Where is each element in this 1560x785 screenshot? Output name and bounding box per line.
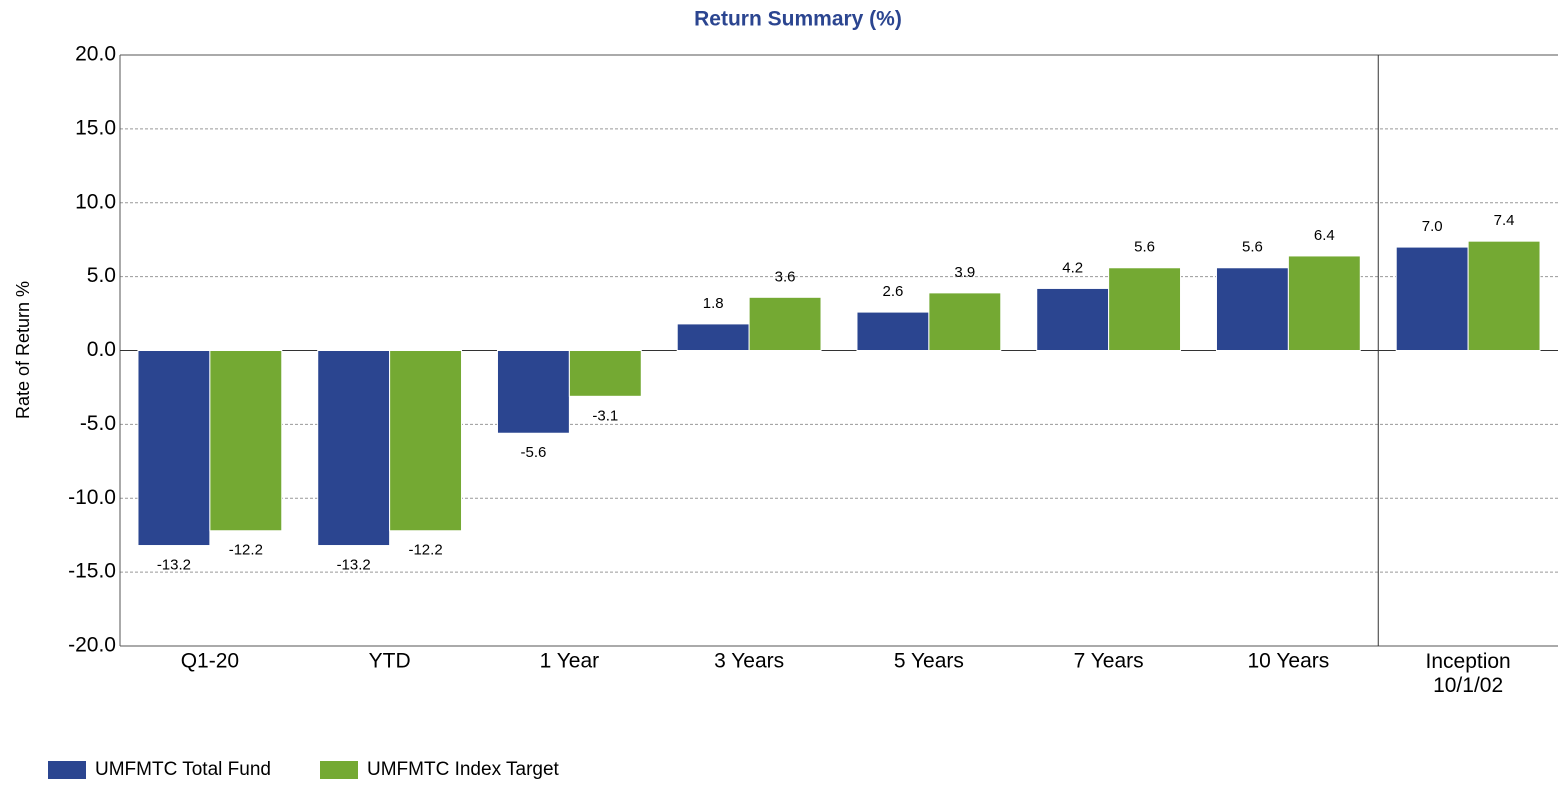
value-label: 1.8 — [703, 295, 724, 312]
value-label: 7.0 — [1422, 218, 1443, 235]
value-label: 5.6 — [1134, 239, 1155, 256]
bar — [496, 350, 570, 434]
chart-title: Return Summary (%) — [694, 8, 902, 31]
bar — [209, 350, 283, 532]
value-label: 7.4 — [1494, 212, 1515, 229]
x-tick-label: Inception 10/1/02 — [1426, 650, 1511, 697]
value-label: 4.2 — [1062, 259, 1083, 276]
x-tick-label: Q1-20 — [181, 650, 239, 673]
x-tick-label: 10 Years — [1248, 650, 1330, 673]
y-tick-label: 20.0 — [75, 43, 116, 66]
x-tick-label: 3 Years — [714, 650, 784, 673]
value-label: -12.2 — [229, 542, 263, 559]
legend-label: UMFMTC Total Fund — [95, 759, 271, 780]
y-tick-label: 0.0 — [87, 338, 116, 361]
y-tick-label: 15.0 — [75, 116, 116, 139]
y-tick-label: -5.0 — [80, 412, 116, 435]
y-tick-label: 10.0 — [75, 190, 116, 213]
x-tick-label: 7 Years — [1074, 650, 1144, 673]
bar — [137, 350, 211, 547]
value-label: -13.2 — [157, 556, 191, 573]
value-label: -5.6 — [520, 444, 546, 461]
value-label: 5.6 — [1242, 239, 1263, 256]
x-tick-label: 5 Years — [894, 650, 964, 673]
value-label: -13.2 — [337, 556, 371, 573]
x-tick-label: 1 Year — [540, 650, 600, 673]
x-tick-label: YTD — [369, 650, 411, 673]
value-label: 3.6 — [775, 268, 796, 285]
legend-swatch — [320, 761, 358, 779]
value-label: 2.6 — [882, 283, 903, 300]
y-tick-label: 5.0 — [87, 264, 116, 287]
y-axis-label: Rate of Return % — [13, 281, 33, 419]
y-tick-label: -20.0 — [68, 634, 116, 657]
bar — [1215, 267, 1289, 352]
bar — [1467, 240, 1541, 351]
y-tick-label: -10.0 — [68, 486, 116, 509]
bar — [748, 296, 822, 351]
bar — [389, 350, 463, 532]
bar — [568, 350, 642, 397]
bar — [676, 323, 750, 351]
value-label: -3.1 — [592, 407, 618, 424]
bar — [1395, 246, 1469, 351]
bar — [1108, 267, 1182, 352]
bar — [928, 292, 1002, 352]
bar — [1287, 255, 1361, 351]
bar — [856, 311, 930, 351]
bar — [317, 350, 391, 547]
bar — [1036, 287, 1110, 352]
legend-swatch — [48, 761, 86, 779]
value-label: 6.4 — [1314, 227, 1335, 244]
legend-label: UMFMTC Index Target — [367, 759, 560, 780]
value-label: 3.9 — [954, 264, 975, 281]
y-tick-label: -15.0 — [68, 560, 116, 583]
value-label: -12.2 — [408, 542, 442, 559]
